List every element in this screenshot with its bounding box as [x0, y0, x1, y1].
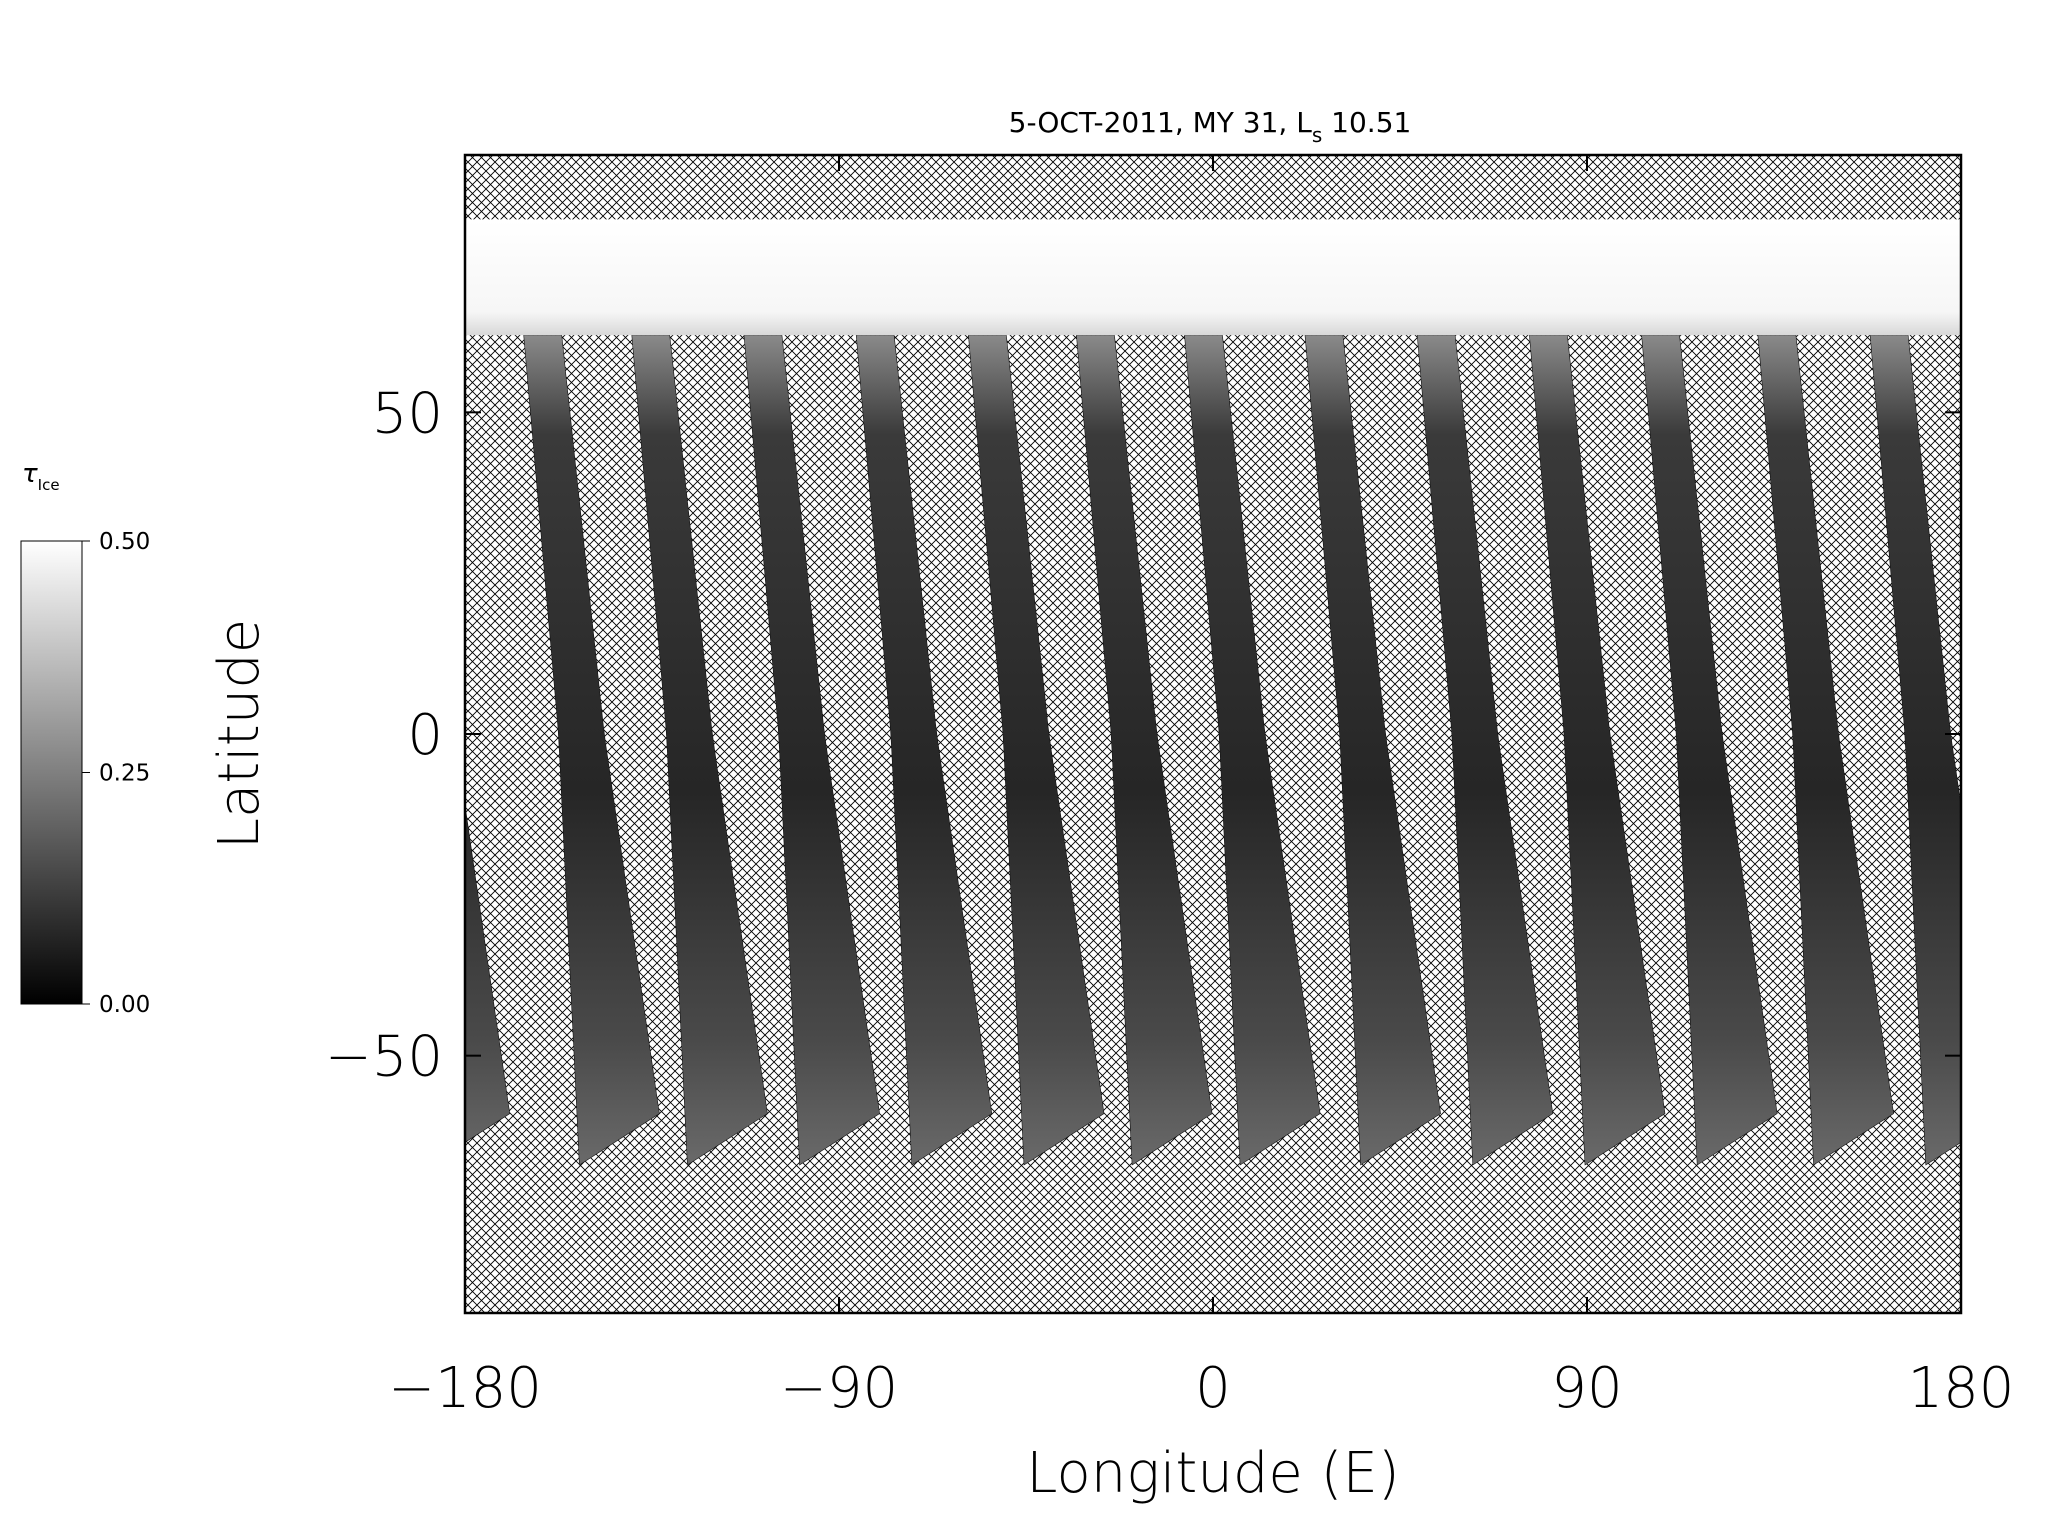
colorbar: [20, 540, 83, 1005]
colorbar-label-main: τ: [22, 459, 38, 489]
y-tick-label: 0: [407, 703, 443, 768]
x-tick-label: 90: [1551, 1356, 1622, 1421]
map-layer: [465, 219, 2048, 1166]
colorbar-tick-label: 0.00: [99, 992, 150, 1018]
colorbar-tick-label: 0.25: [99, 761, 150, 787]
x-tick-label: −180: [388, 1356, 542, 1421]
y-tick-label: 50: [372, 381, 443, 446]
title-suffix: 10.51: [1322, 106, 1411, 139]
y-tick-label: −50: [325, 1025, 443, 1090]
chart-title: 5-OCT-2011, MY 31, Ls 10.51: [1009, 106, 1412, 147]
polar-cap: [465, 219, 1961, 336]
colorbar-label: τIce: [22, 459, 60, 494]
title-subscript: s: [1312, 123, 1322, 147]
swath: [2020, 335, 2048, 1165]
x-tick-label: 0: [1195, 1356, 1231, 1421]
x-tick-label: 180: [1908, 1356, 2015, 1421]
x-tick-label: −90: [780, 1356, 898, 1421]
title-main: 5-OCT-2011, MY 31, L: [1009, 106, 1313, 139]
x-axis-label: Longitude (E): [1026, 1441, 1399, 1506]
y-axis-label: Latitude: [207, 619, 272, 849]
swath: [465, 803, 511, 1143]
colorbar-tick-label: 0.50: [99, 529, 150, 555]
colorbar-label-subscript: Ice: [38, 476, 60, 494]
